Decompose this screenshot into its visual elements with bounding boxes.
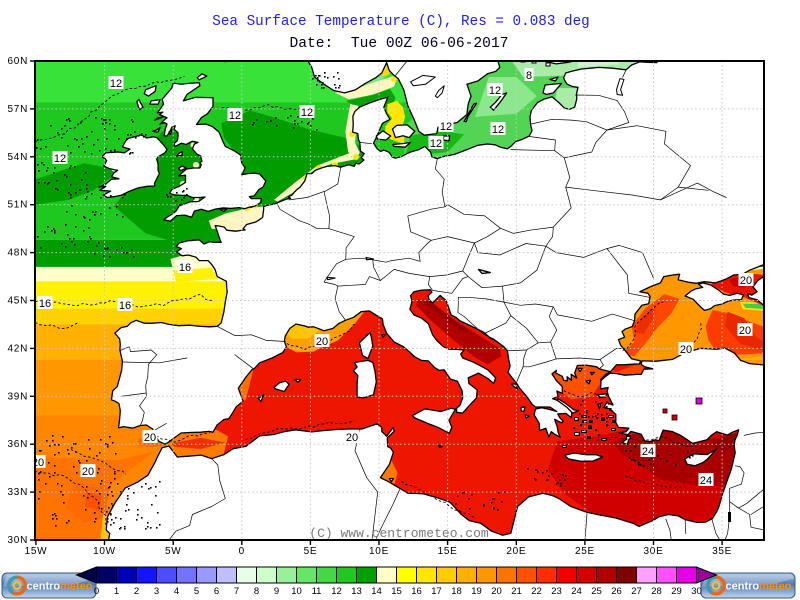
svg-text:30: 30 (691, 586, 702, 597)
svg-text:20: 20 (346, 432, 358, 444)
svg-text:39N: 39N (8, 391, 28, 402)
svg-text:14: 14 (371, 586, 382, 597)
svg-text:23: 23 (551, 586, 562, 597)
svg-text:8: 8 (254, 586, 259, 597)
svg-text:4: 4 (174, 586, 179, 597)
svg-text:8: 8 (526, 70, 532, 82)
svg-text:1: 1 (114, 586, 119, 597)
svg-text:20: 20 (144, 432, 156, 444)
svg-text:30N: 30N (8, 535, 28, 546)
svg-text:36N: 36N (8, 439, 28, 450)
svg-text:7: 7 (234, 586, 239, 597)
svg-text:3: 3 (154, 586, 159, 597)
svg-text:20: 20 (491, 586, 502, 597)
svg-text:24: 24 (642, 446, 654, 458)
svg-text:0: 0 (239, 546, 245, 557)
svg-text:24: 24 (571, 586, 582, 597)
svg-text:48N: 48N (8, 248, 28, 259)
svg-text:10W: 10W (93, 546, 116, 557)
svg-text:20: 20 (316, 336, 328, 348)
svg-text:17: 17 (431, 586, 442, 597)
svg-text:5: 5 (194, 586, 199, 597)
svg-text:20: 20 (740, 275, 752, 287)
svg-text:54N: 54N (8, 152, 28, 163)
svg-text:2: 2 (134, 586, 139, 597)
svg-text:12: 12 (110, 78, 122, 90)
svg-text:15: 15 (391, 586, 402, 597)
svg-text:18: 18 (451, 586, 462, 597)
svg-text:12: 12 (301, 107, 313, 119)
svg-text:45N: 45N (8, 296, 28, 307)
svg-text:centrometeo: centrometeo (726, 581, 792, 593)
svg-text:33N: 33N (8, 487, 28, 498)
svg-text:16: 16 (411, 586, 422, 597)
svg-text:24: 24 (700, 475, 712, 487)
svg-text:12: 12 (430, 138, 442, 150)
svg-text:20: 20 (82, 466, 94, 478)
svg-text:centrometeo: centrometeo (27, 581, 93, 593)
svg-text:(C) www.centrometeo.com: (C) www.centrometeo.com (309, 526, 489, 541)
svg-text:28: 28 (651, 586, 662, 597)
svg-text:15E: 15E (438, 546, 458, 557)
svg-text:20: 20 (739, 325, 751, 337)
svg-text:60N: 60N (8, 56, 28, 67)
svg-text:20: 20 (680, 344, 692, 356)
svg-text:6: 6 (214, 586, 219, 597)
svg-text:51N: 51N (8, 200, 28, 211)
svg-text:22: 22 (531, 586, 542, 597)
svg-text:25E: 25E (575, 546, 595, 557)
svg-text:20E: 20E (506, 546, 526, 557)
svg-text:19: 19 (471, 586, 482, 597)
svg-text:12: 12 (440, 121, 452, 133)
svg-text:30E: 30E (644, 546, 664, 557)
svg-text:10: 10 (291, 586, 302, 597)
svg-text:15W: 15W (25, 546, 48, 557)
svg-text:12: 12 (489, 85, 501, 97)
svg-text:12: 12 (492, 124, 504, 136)
svg-text:57N: 57N (8, 104, 28, 115)
svg-text:42N: 42N (8, 343, 28, 354)
svg-text:29: 29 (671, 586, 682, 597)
svg-text:5E: 5E (304, 546, 318, 557)
svg-text:35E: 35E (712, 546, 732, 557)
svg-text:16: 16 (179, 262, 191, 274)
svg-text:Sea Surface Temperature (C), R: Sea Surface Temperature (C), Res = 0.083… (212, 14, 590, 30)
svg-text:12: 12 (54, 153, 66, 165)
svg-text:25: 25 (591, 586, 602, 597)
svg-text:0: 0 (94, 586, 99, 597)
svg-text:20: 20 (32, 457, 44, 469)
svg-text:16: 16 (39, 298, 51, 310)
svg-text:9: 9 (274, 586, 279, 597)
svg-text:12: 12 (331, 586, 342, 597)
svg-text:Date: Tue 00Z 06-06-2017: Date: Tue 00Z 06-06-2017 (290, 36, 509, 52)
svg-text:10E: 10E (369, 546, 389, 557)
svg-text:5W: 5W (165, 546, 181, 557)
svg-text:12: 12 (229, 110, 241, 122)
svg-text:27: 27 (631, 586, 642, 597)
svg-text:21: 21 (511, 586, 522, 597)
svg-text:11: 11 (312, 586, 322, 597)
svg-text:26: 26 (611, 586, 622, 597)
svg-text:16: 16 (119, 300, 131, 312)
svg-text:13: 13 (351, 586, 362, 597)
